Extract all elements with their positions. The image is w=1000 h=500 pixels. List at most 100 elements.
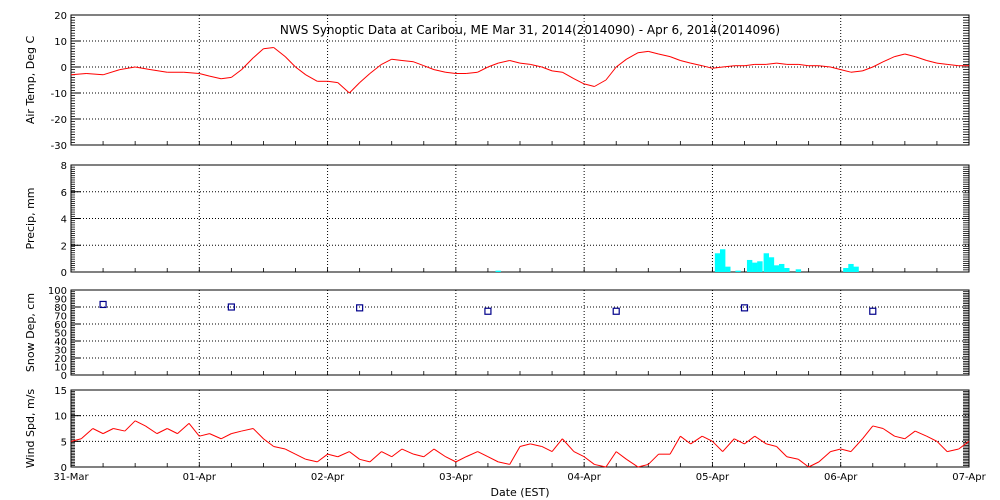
precip-bar [719,249,726,272]
precip-bar [843,267,849,272]
series-segment [530,443,542,447]
series-segment [786,456,799,460]
y-tick-label: 15 [54,386,67,397]
y-tick-label: 90 [54,295,67,306]
precip-bar [746,259,753,272]
series-segment [573,78,585,85]
series-segment [183,71,200,74]
series-segment [754,435,767,445]
precip-bar [714,253,721,272]
series-segment [626,52,639,60]
snow-depth-point [869,307,877,315]
series-segment [926,435,938,442]
series-segment [252,48,264,59]
series-segment [541,66,553,72]
series-segment [359,458,371,463]
panel-frame [70,164,970,273]
series-segment [498,60,510,64]
series-segment [605,66,617,81]
series-segment [487,62,499,68]
series-segment [466,71,478,74]
series-segment [766,443,777,447]
series-segment [349,451,360,460]
y-tick-label: 60 [54,320,67,331]
series-segment [113,428,125,432]
y-tick-label: -10 [51,89,67,100]
series-segment [80,428,94,440]
series-segment [241,428,254,432]
series-segment [209,433,222,440]
series-segment [914,430,927,437]
series-segment [327,453,338,458]
y-axis-label: Precip, mm [24,188,37,250]
series-segment [337,451,350,458]
x-tick-label: 05-Apr [696,472,730,483]
precip-bar [768,257,775,272]
series-segment [818,451,831,463]
snow-depth-point [227,303,235,311]
series-segment [337,82,350,94]
snow-depth-point [740,304,749,312]
series-segment [401,448,414,455]
series-segment [594,79,607,87]
y-tick-label: 6 [61,188,67,199]
series-segment [658,53,671,58]
series-segment [808,461,820,468]
series-segment [573,451,585,458]
precip-bar [495,270,501,272]
series-segment [562,71,575,80]
series-segment [445,456,457,463]
series-segment [766,62,777,65]
series-segment [349,82,360,94]
series-segment [541,446,553,453]
series-segment [872,61,884,68]
precip-bar [848,263,854,272]
series-segment [391,58,403,61]
x-tick-label: 02-Apr [311,472,345,483]
series-segment [391,448,403,458]
series-segment [669,56,681,61]
series-segment [102,428,114,435]
series-segment [561,438,575,452]
snow-depth-point [356,304,364,312]
series-segment [936,62,948,65]
series-segment [776,446,788,458]
series-segment [734,438,745,445]
series-segment [712,66,723,69]
series-segment [284,56,296,68]
series-segment [119,66,136,71]
series-segment [850,70,863,73]
series-segment [722,65,735,68]
series-segment [86,73,104,76]
series-segment [840,69,852,73]
series-segment [285,448,296,455]
precip-bar [784,267,790,272]
series-segment [551,438,563,452]
series-segment [776,62,787,65]
series-segment [722,438,735,452]
precip-bar [763,253,770,272]
y-tick-label: 20 [54,354,67,365]
series-segment [862,66,873,72]
y-axis-label: Air Temp, Deg C [24,36,37,125]
series-segment [894,435,905,440]
y-tick-label: 100 [48,286,67,297]
x-tick-label: 03-Apr [439,472,473,483]
series-segment [401,60,414,63]
snow-depth-point [99,300,107,309]
series-segment [584,83,595,87]
series-segment [220,433,232,440]
series-segment [124,420,136,432]
series-segment [433,69,446,73]
series-segment [295,66,307,76]
series-segment [199,73,210,77]
series-segment [188,423,200,437]
series-segment [904,430,916,440]
y-tick-label: 2 [61,241,67,252]
series-segment [936,440,948,452]
series-segment [552,70,563,73]
x-tick-label: 04-Apr [567,472,601,483]
precip-bar [752,262,758,272]
series-segment [369,451,382,463]
series-segment [680,435,691,445]
